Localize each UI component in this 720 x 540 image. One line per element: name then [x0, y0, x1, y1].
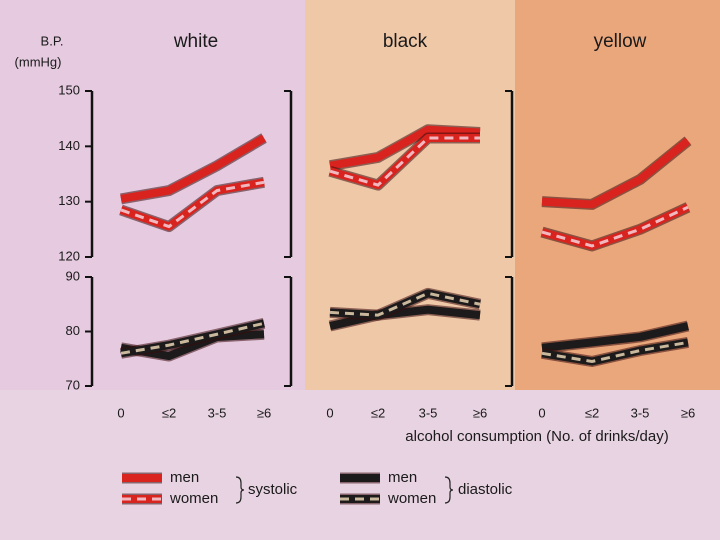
x-tick-label: 3-5: [631, 405, 650, 420]
dash-overlay: [329, 291, 481, 317]
series-line: [329, 125, 481, 170]
x-tick-label: ≥6: [681, 405, 695, 420]
dash-overlay: [120, 321, 265, 355]
series-line: [328, 134, 480, 190]
x-tick-label: 0: [538, 405, 545, 420]
legend-group: systolic: [248, 481, 298, 498]
legend-label: men: [388, 469, 417, 486]
panel-title: black: [383, 31, 428, 52]
legend-brace: [444, 476, 454, 504]
dash-overlay: [541, 340, 689, 364]
y-tick-label: 80: [66, 323, 80, 338]
x-tick-label: 3-5: [419, 405, 438, 420]
dash-overlay: [120, 180, 265, 229]
series-line: [541, 137, 691, 209]
legend-label: women: [169, 490, 218, 507]
y-tick-label: 150: [58, 82, 80, 97]
x-tick-label: ≤2: [162, 405, 176, 420]
legend-label: women: [387, 490, 436, 507]
y-axis-label: (mmHg): [15, 54, 62, 69]
y-tick-label: 130: [58, 193, 80, 208]
x-tick-label: 3-5: [208, 405, 227, 420]
x-tick-label: ≥6: [473, 405, 487, 420]
series-line: [541, 322, 689, 352]
y-tick-label: 90: [66, 268, 80, 283]
x-axis-label: alcohol consumption (No. of drinks/day): [405, 428, 668, 445]
panel-title: yellow: [594, 31, 647, 52]
legend-group: diastolic: [458, 481, 513, 498]
dash-overlay: [541, 205, 689, 248]
x-tick-label: ≤2: [585, 405, 599, 420]
x-tick-label: ≥6: [257, 405, 271, 420]
y-tick-label: 70: [66, 377, 80, 392]
panel-title: white: [173, 31, 218, 52]
panel-background: [305, 0, 515, 390]
legend-brace: [235, 476, 245, 504]
x-tick-label: ≤2: [371, 405, 385, 420]
series-line: [120, 134, 267, 203]
x-tick-label: 0: [326, 405, 333, 420]
y-axis-label: B.P.: [41, 33, 64, 48]
legend-label: men: [170, 469, 199, 486]
y-tick-label: 140: [58, 138, 80, 153]
x-tick-label: 0: [117, 405, 124, 420]
y-tick-label: 120: [58, 248, 80, 263]
series-line: [329, 305, 481, 330]
